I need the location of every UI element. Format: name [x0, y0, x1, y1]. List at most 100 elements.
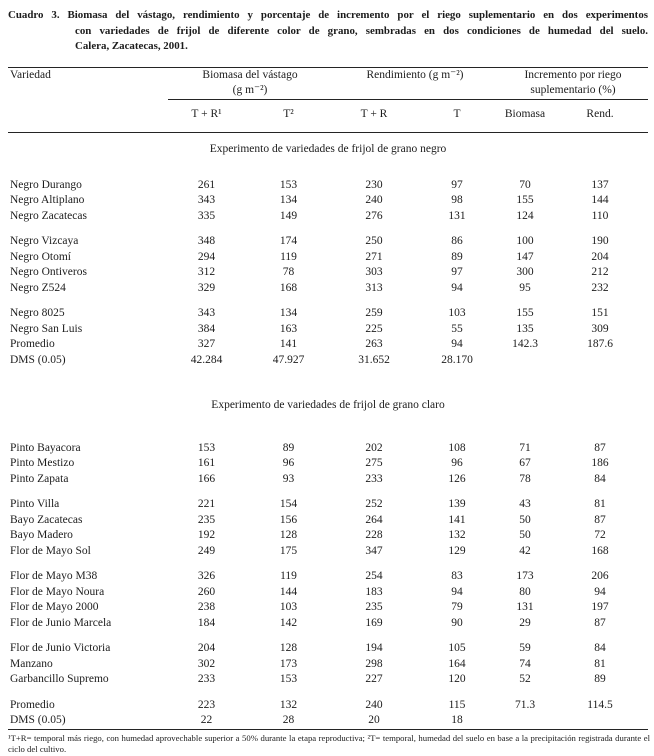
- value-cell: 204: [591, 250, 609, 263]
- table-row: Flor de Mayo Sol 249 175 347 129 42 168: [8, 544, 648, 560]
- variety-name: Flor de Junio Marcela: [10, 616, 112, 629]
- value-cell: 161: [197, 457, 216, 470]
- value-cell: 134: [279, 307, 298, 320]
- value-cell: 28: [282, 714, 295, 727]
- value-cell: 230: [365, 178, 383, 191]
- value-cell: 42: [519, 544, 531, 557]
- value-cell: 84: [594, 472, 606, 485]
- value-cell: 55: [451, 322, 463, 335]
- value-cell: 93: [282, 472, 295, 485]
- value-cell: 18: [451, 714, 463, 727]
- subheader-row: T + R¹ T² T + R T Biomasa Rend.: [8, 99, 649, 134]
- value-cell: 276: [365, 209, 383, 222]
- value-cell: 298: [365, 657, 383, 670]
- subheader-t: T: [416, 99, 498, 134]
- table-row: Bayo Zacatecas 235 156 264 141 50 87: [8, 513, 648, 529]
- value-cell: 197: [591, 601, 609, 614]
- value-cell: 343: [197, 307, 216, 320]
- value-cell: 144: [279, 585, 298, 598]
- value-cell: 235: [365, 601, 383, 614]
- variety-name: Negro 8025: [10, 307, 65, 320]
- caption-line-1: Cuadro 3. Biomasa del vástago, rendimien…: [8, 9, 648, 21]
- value-cell: 326: [197, 570, 216, 583]
- group-header-row: Variedad Biomasa del vástago (g m⁻²) Ren…: [8, 67, 649, 134]
- variety-name: Promedio: [10, 698, 55, 711]
- table-row: Negro Ontiveros 312 78 303 97 300 212: [8, 265, 648, 281]
- value-cell: 141: [448, 513, 466, 526]
- value-cell: 153: [279, 178, 298, 191]
- table-row: Negro 8025 343 134 259 103 155 151: [8, 306, 648, 322]
- value-cell: 212: [591, 266, 609, 279]
- value-cell: 329: [197, 281, 216, 294]
- value-cell: 275: [365, 457, 383, 470]
- group-header-biomasa-line1: Biomasa del vástago: [202, 68, 298, 81]
- value-cell: 120: [448, 673, 466, 686]
- value-cell: 71.3: [514, 698, 536, 711]
- value-cell: 52: [519, 673, 531, 686]
- table-row: Promedio 223 132 240 115 71.3 114.5: [8, 698, 648, 714]
- variety-name: Flor de Mayo M38: [10, 570, 98, 583]
- value-cell: 249: [197, 544, 216, 557]
- value-cell: 81: [594, 498, 606, 511]
- table-row: Flor de Mayo Noura 260 144 183 94 80 94: [8, 585, 648, 601]
- value-cell: 128: [279, 642, 298, 655]
- value-cell: 70: [519, 178, 531, 191]
- variety-name: Promedio: [10, 338, 55, 351]
- table-row: Negro Durango 261 153 230 97 70 137: [8, 178, 648, 194]
- group-header-biomasa-vastago: Biomasa del vástago (g m⁻²): [168, 67, 332, 100]
- value-cell: 259: [365, 307, 383, 320]
- table-row: DMS (0.05) 22 28 20 18: [8, 713, 648, 729]
- value-cell: 190: [591, 235, 609, 248]
- value-cell: 240: [365, 698, 383, 711]
- value-cell: 114.5: [587, 698, 613, 711]
- value-cell: 103: [448, 307, 466, 320]
- value-cell: 89: [451, 250, 463, 263]
- value-cell: 83: [451, 570, 463, 583]
- value-cell: 110: [591, 209, 609, 222]
- variety-name: Negro San Luis: [10, 322, 83, 335]
- value-cell: 347: [365, 544, 383, 557]
- value-cell: 183: [365, 585, 383, 598]
- value-cell: 115: [448, 698, 466, 711]
- section-title: Experimento de variedades de frijol de g…: [211, 399, 445, 412]
- value-cell: 163: [279, 322, 298, 335]
- value-cell: 31.652: [358, 353, 390, 366]
- value-cell: 42.284: [190, 353, 223, 366]
- value-cell: 233: [365, 472, 383, 485]
- variety-name: Flor de Mayo Sol: [10, 544, 91, 557]
- section-title-row: Experimento de variedades de frijol de g…: [8, 368, 648, 441]
- value-cell: 74: [519, 657, 531, 670]
- subheader-biomasa: Biomasa: [498, 99, 552, 134]
- caption-line-2: con variedades de frijol de diferente co…: [75, 24, 648, 37]
- table-row: Flor de Junio Marcela 184 142 169 90 29 87: [8, 616, 648, 632]
- value-cell: 192: [197, 529, 216, 542]
- group-spacer: [8, 296, 648, 306]
- value-cell: 96: [282, 457, 295, 470]
- variety-name: Negro Otomí: [10, 250, 72, 263]
- column-header-variedad: Variedad: [8, 67, 168, 134]
- value-cell: 302: [197, 657, 216, 670]
- table-row: Flor de Junio Victoria 204 128 194 105 59 84: [8, 641, 648, 657]
- value-cell: 155: [516, 194, 534, 207]
- value-cell: 142.3: [512, 338, 538, 351]
- variety-name: Negro Z524: [10, 281, 66, 294]
- value-cell: 173: [516, 570, 534, 583]
- value-cell: 186: [591, 457, 609, 470]
- value-cell: 94: [594, 585, 606, 598]
- value-cell: 97: [451, 266, 463, 279]
- value-cell: 168: [591, 544, 609, 557]
- value-cell: 141: [279, 338, 298, 351]
- value-cell: 147: [516, 250, 534, 263]
- table-row: Bayo Madero 192 128 228 132 50 72: [8, 528, 648, 544]
- variety-name: Negro Zacatecas: [10, 209, 87, 222]
- variety-name: Negro Altiplano: [10, 194, 85, 207]
- value-cell: 151: [591, 307, 609, 320]
- table-row: Negro San Luis 384 163 225 55 135 309: [8, 322, 648, 338]
- caption-line-3: Calera, Zacatecas, 2001.: [75, 40, 188, 53]
- value-cell: 29: [519, 616, 531, 629]
- value-cell: 223: [197, 698, 216, 711]
- value-cell: 90: [451, 616, 463, 629]
- table-row: Negro Z524 329 168 313 94 95 232: [8, 281, 648, 297]
- value-cell: 132: [279, 698, 298, 711]
- value-cell: 78: [519, 472, 531, 485]
